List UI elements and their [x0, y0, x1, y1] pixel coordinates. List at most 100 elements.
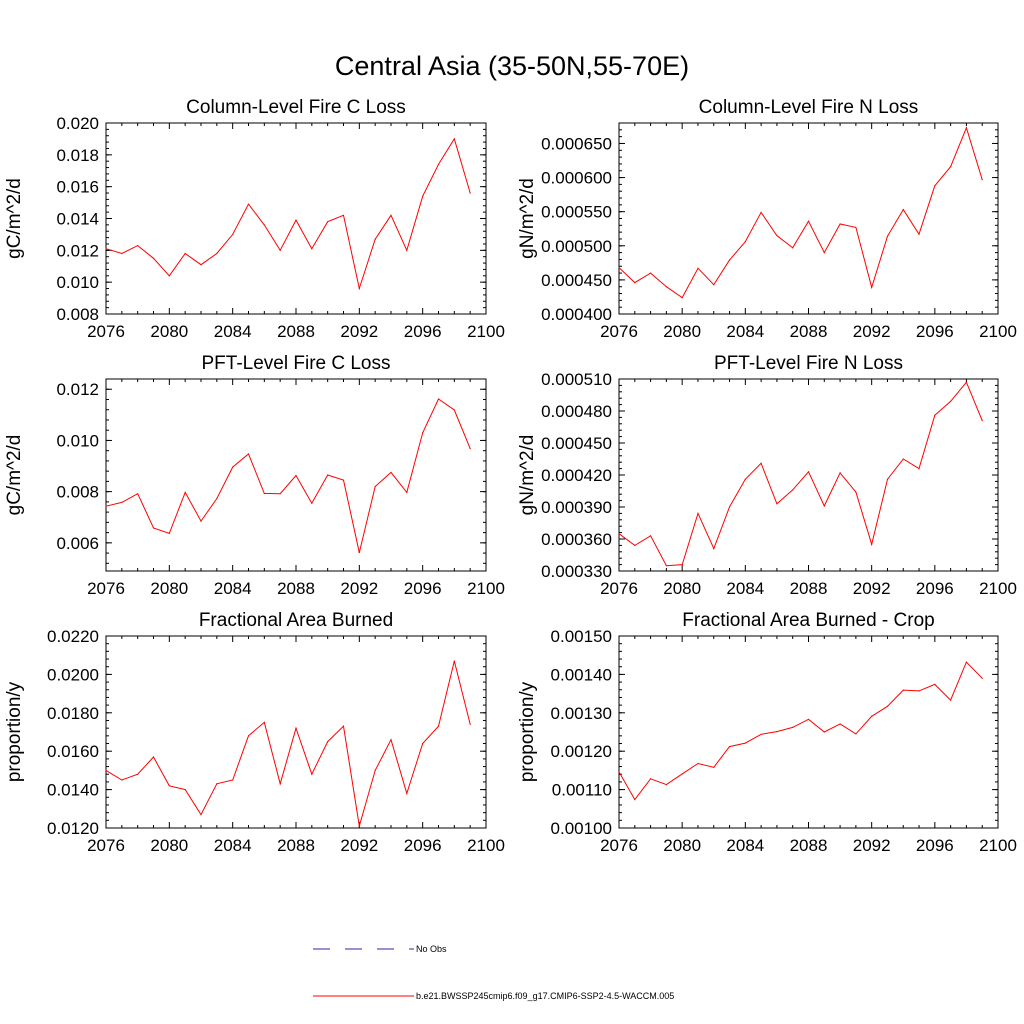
x-tick-label: 2080 [663, 322, 701, 341]
data-point [807, 471, 810, 473]
data-point [965, 381, 968, 383]
legend: No Obs b.e21.BWSSP245cmip6.f09_g17.CMIP6… [313, 944, 674, 1001]
data-point [792, 489, 794, 491]
data-point [311, 773, 313, 775]
x-tick-label: 2084 [214, 579, 252, 598]
y-tick-label: 0.000360 [541, 530, 612, 549]
y-tick-label: 0.012 [56, 241, 99, 260]
data-point [327, 741, 329, 743]
data-point [902, 689, 904, 691]
x-tick-label: 2076 [600, 322, 638, 341]
data-point [295, 219, 297, 221]
data-point [649, 535, 652, 537]
data-point [152, 527, 155, 529]
y-tick-label: 0.000390 [541, 498, 612, 517]
y-tick-label: 0.012 [56, 380, 99, 399]
data-point [137, 244, 139, 247]
data-point [200, 520, 202, 522]
panels: Column-Level Fire C Loss gC/m^2/d 2076 2080… [4, 97, 1017, 855]
y-tick-label: 0.016 [56, 178, 99, 197]
data-point [776, 731, 778, 733]
data-point [728, 259, 731, 261]
series-line [618, 661, 983, 801]
data-point [121, 501, 123, 503]
data-point [327, 221, 329, 223]
data-point [311, 502, 313, 504]
data-point [168, 275, 170, 277]
data-point [713, 766, 715, 768]
data-point [342, 214, 345, 216]
data-point [437, 398, 440, 400]
panel-5: Fractional Area Burned proportion/y 2076 20… [4, 610, 505, 855]
plot-frame [618, 635, 999, 829]
data-point [950, 400, 952, 402]
data-point [807, 220, 810, 222]
data-point [886, 705, 889, 707]
data-point [665, 565, 667, 567]
y-tick-label: 0.0140 [47, 781, 99, 800]
y-axis-label: proportion/y [517, 681, 538, 782]
data-point [981, 179, 983, 181]
y-axis-label: proportion/y [4, 681, 25, 782]
data-point [744, 478, 746, 480]
panel-title: Fractional Area Burned - Crop [682, 610, 934, 631]
panel-3: PFT-Level Fire C Loss gC/m^2/d 2076 2080 208… [4, 353, 505, 598]
data-point [137, 773, 139, 775]
data-point [342, 725, 345, 727]
data-point [776, 234, 778, 237]
data-point [934, 185, 936, 187]
data-point [453, 409, 455, 411]
data-point [634, 544, 636, 547]
data-point [295, 727, 297, 729]
y-tick-label: 0.0200 [47, 665, 99, 684]
data-point [792, 247, 794, 249]
data-point [279, 249, 281, 251]
x-tick-label: 2096 [404, 322, 442, 341]
data-point [760, 733, 762, 735]
data-point [469, 192, 471, 194]
data-point [184, 491, 186, 494]
data-point [263, 224, 265, 226]
data-point [121, 252, 123, 255]
x-tick-label: 2092 [340, 579, 378, 598]
data-point [311, 248, 313, 250]
x-tick-label: 2076 [87, 579, 125, 598]
y-tick-label: 0.000550 [541, 203, 612, 222]
x-tick-label: 2080 [150, 836, 188, 855]
data-point [681, 773, 683, 775]
x-tick-label: 2092 [340, 322, 378, 341]
data-point [168, 532, 170, 534]
x-tick-label: 2096 [916, 322, 954, 341]
x-tick-label: 2096 [916, 579, 954, 598]
y-tick-label: 0.00140 [551, 665, 612, 684]
series-line [105, 137, 471, 291]
data-point [232, 233, 234, 236]
x-tick-label: 2088 [277, 579, 315, 598]
y-tick-label: 0.010 [56, 273, 99, 292]
y-tick-label: 0.00130 [551, 704, 612, 723]
data-point [137, 493, 139, 495]
data-point [406, 491, 408, 494]
y-axis-label: gN/m^2/d [517, 178, 538, 259]
data-point [681, 564, 683, 566]
legend-label-no-obs: No Obs [416, 944, 447, 954]
data-point [934, 683, 936, 685]
data-point [681, 297, 683, 299]
x-tick-label: 2084 [726, 579, 764, 598]
data-point [965, 127, 968, 129]
data-point [374, 769, 376, 772]
data-point [263, 492, 265, 495]
data-point [247, 735, 250, 737]
series-line [105, 398, 471, 553]
data-point [918, 690, 920, 692]
y-tick-label: 0.006 [56, 534, 99, 553]
data-point [871, 543, 873, 545]
data-point [839, 472, 841, 474]
data-point [792, 726, 794, 728]
y-tick-label: 0.000400 [541, 305, 612, 324]
panel-2: Column-Level Fire N Loss gN/m^2/d 2076 2080… [517, 97, 1017, 341]
data-point [665, 286, 667, 288]
x-tick-label: 2088 [790, 322, 828, 341]
data-point [807, 718, 810, 720]
